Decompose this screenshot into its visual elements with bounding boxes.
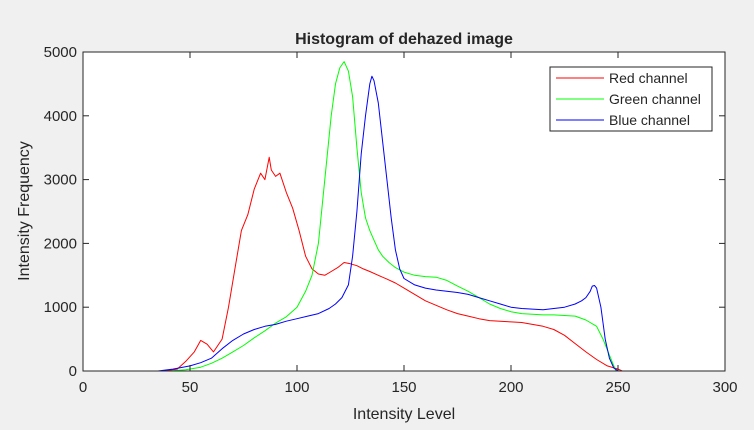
legend-label: Red channel: [609, 70, 688, 86]
legend: Red channel Green channel Blue channel: [549, 66, 713, 132]
x-tick-label: 250: [605, 379, 630, 396]
x-tick-label: 150: [391, 379, 416, 396]
y-tick-label: 3000: [44, 172, 77, 189]
x-tick-label: 300: [712, 379, 737, 396]
y-axis-label: Intensity Frequency: [16, 141, 33, 281]
series-line-3: [83, 75, 619, 372]
series-line-2: [83, 61, 617, 372]
x-tick-label: 200: [498, 379, 523, 396]
y-tick-label: 2000: [44, 235, 77, 252]
series-line-1: [83, 156, 623, 372]
y-tick-label: 1000: [44, 299, 77, 316]
x-tick-label: 0: [79, 379, 87, 396]
y-tick-label: 5000: [44, 44, 77, 61]
y-tick-label: 0: [69, 363, 77, 380]
legend-label: Blue channel: [609, 112, 690, 128]
legend-label: Green channel: [609, 91, 701, 107]
chart-title: Histogram of dehazed image: [295, 31, 513, 48]
x-tick-label: 50: [182, 379, 199, 396]
y-tick-label: 4000: [44, 108, 77, 125]
series-layer: [83, 61, 623, 372]
x-tick-label: 100: [284, 379, 309, 396]
x-axis-label: Intensity Level: [353, 406, 455, 423]
